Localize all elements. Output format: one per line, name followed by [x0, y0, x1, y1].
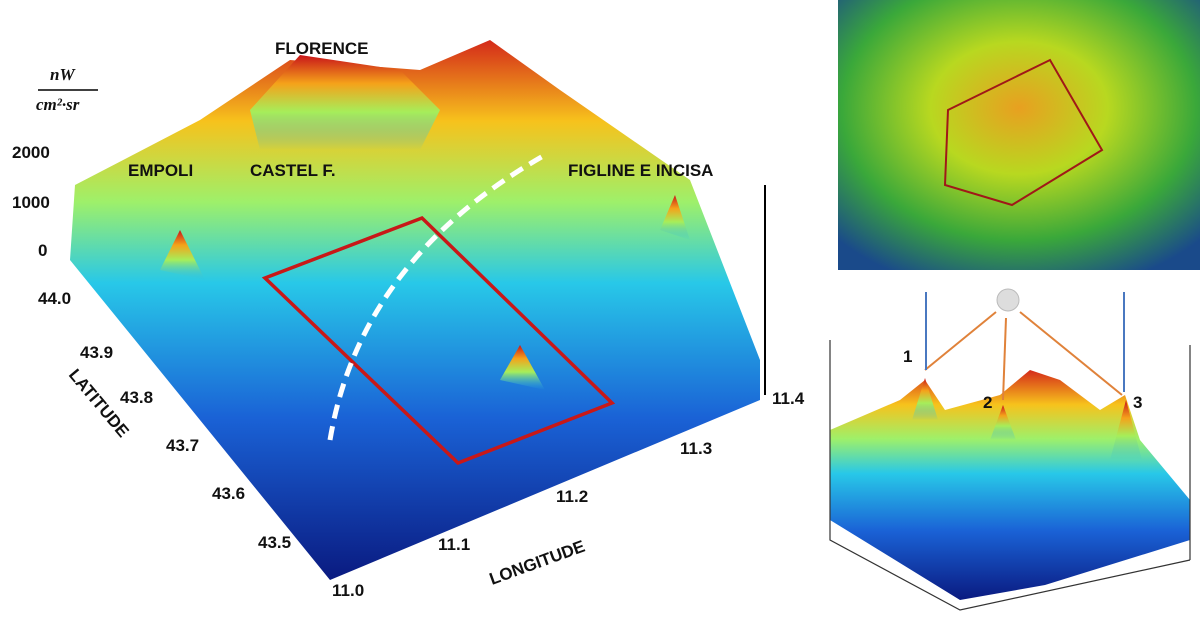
city-label: EMPOLI: [128, 161, 193, 180]
longitude-tick-label: 11.2: [556, 487, 588, 506]
longitude-tick-label: 11.0: [332, 581, 364, 600]
latitude-tick-label: 43.6: [212, 484, 245, 503]
peak-label: 2: [983, 393, 992, 412]
latitude-tick-label: 44.0: [38, 289, 71, 308]
longitude-tick-label: 11.1: [438, 535, 470, 554]
peak-label: 1: [903, 347, 912, 366]
latitude-tick-label: 43.9: [80, 343, 113, 362]
unit-denominator: cm²·sr: [36, 95, 80, 114]
map-image: [838, 0, 1200, 270]
figure: nW cm²·sr 2000 1000 0 FLORENCE EMPOLI CA…: [0, 0, 1200, 622]
longitude-label: LONGITUDE: [487, 537, 588, 589]
city-label: CASTEL F.: [250, 161, 336, 180]
unit-numerator: nW: [50, 65, 76, 84]
z-tick-label: 2000: [12, 143, 50, 162]
peak-label: 3: [1133, 393, 1142, 412]
satellite-map: [838, 0, 1200, 270]
z-tick-label: 0: [38, 241, 47, 260]
satellite: [997, 289, 1019, 311]
city-label: FLORENCE: [275, 39, 369, 58]
inset-plot: 1 2 3: [830, 289, 1190, 610]
city-label: FIGLINE E INCISA: [568, 161, 713, 180]
main-plot: nW cm²·sr 2000 1000 0 FLORENCE EMPOLI CA…: [12, 39, 805, 600]
longitude-tick-label: 11.4: [772, 389, 805, 408]
latitude-tick-label: 43.8: [120, 388, 153, 407]
longitude-tick-label: 11.3: [680, 439, 712, 458]
latitude-tick-label: 43.5: [258, 533, 291, 552]
z-tick-label: 1000: [12, 193, 50, 212]
latitude-tick-label: 43.7: [166, 436, 199, 455]
